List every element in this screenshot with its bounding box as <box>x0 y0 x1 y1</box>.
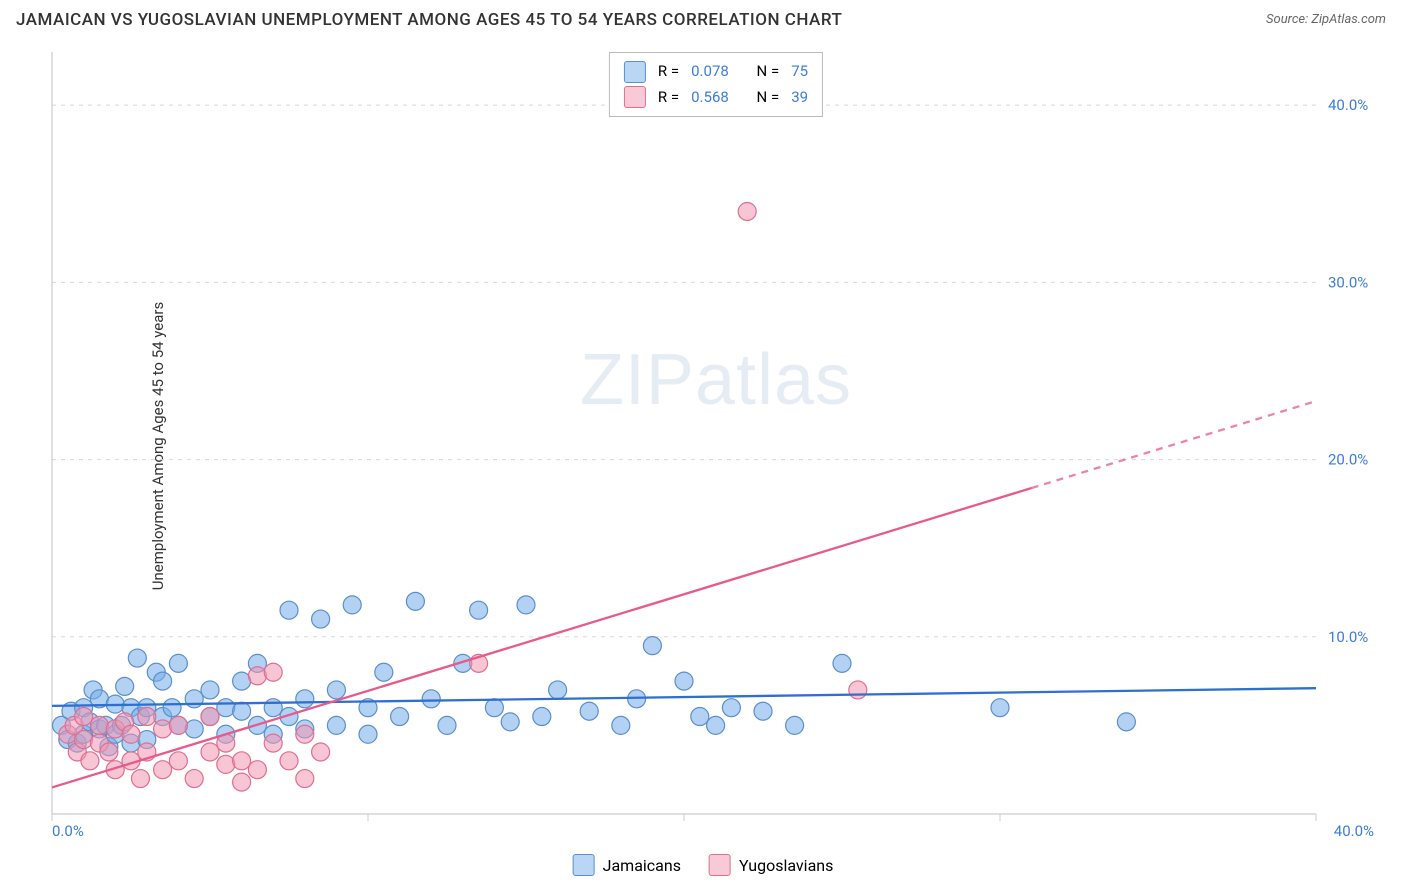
plot-area: ZIPatlas R = 0.078 N = 75 R = 0.568 N = … <box>46 46 1386 842</box>
svg-text:40.0%: 40.0% <box>1328 96 1368 114</box>
legend-swatch-pink <box>709 854 731 876</box>
legend-item-yugoslavians: Yugoslavians <box>709 854 833 876</box>
legend-label: Yugoslavians <box>739 856 833 875</box>
series-legend: Jamaicans Yugoslavians <box>573 854 834 876</box>
legend-n-label: N = <box>757 59 780 85</box>
title-bar: JAMAICAN VS YUGOSLAVIAN UNEMPLOYMENT AMO… <box>0 0 1406 36</box>
chart-container: JAMAICAN VS YUGOSLAVIAN UNEMPLOYMENT AMO… <box>0 0 1406 892</box>
legend-row: R = 0.568 N = 39 <box>624 85 808 111</box>
svg-text:10.0%: 10.0% <box>1328 628 1368 646</box>
legend-n-label: N = <box>757 85 780 111</box>
legend-r-value: 0.078 <box>691 59 729 85</box>
svg-text:20.0%: 20.0% <box>1328 451 1368 469</box>
legend-r-value: 0.568 <box>691 85 729 111</box>
legend-r-label: R = <box>658 85 679 111</box>
legend-swatch-blue <box>573 854 595 876</box>
legend-label: Jamaicans <box>603 856 681 875</box>
svg-text:0.0%: 0.0% <box>52 822 84 840</box>
legend-swatch-blue <box>624 61 646 83</box>
svg-text:30.0%: 30.0% <box>1328 273 1368 291</box>
legend-swatch-pink <box>624 86 646 108</box>
scatter-plot: 10.0% 20.0% 30.0% 40.0% 0.0% 40.0% <box>46 46 1386 842</box>
legend-r-label: R = <box>658 59 679 85</box>
svg-text:40.0%: 40.0% <box>1334 822 1374 840</box>
legend-row: R = 0.078 N = 75 <box>624 59 808 85</box>
chart-title: JAMAICAN VS YUGOSLAVIAN UNEMPLOYMENT AMO… <box>16 10 842 30</box>
legend-n-value: 75 <box>791 59 808 85</box>
legend-n-value: 39 <box>791 85 808 111</box>
regression-legend: R = 0.078 N = 75 R = 0.568 N = 39 <box>609 52 823 117</box>
source-attribution: Source: ZipAtlas.com <box>1266 12 1386 27</box>
legend-item-jamaicans: Jamaicans <box>573 854 681 876</box>
